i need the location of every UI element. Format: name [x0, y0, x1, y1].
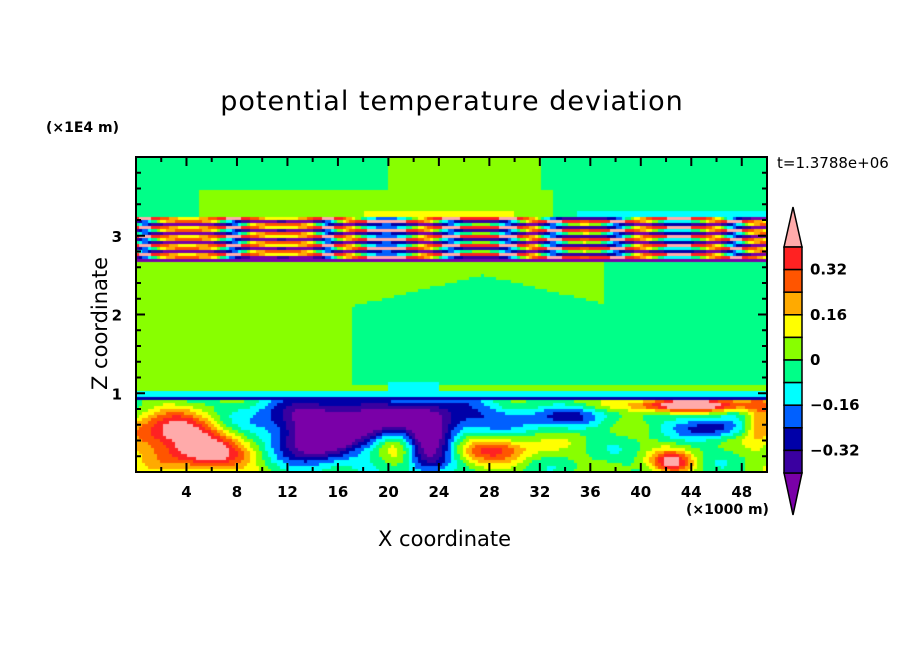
x-tick-label: 8: [232, 483, 242, 501]
colorbar-box: [783, 359, 803, 384]
colorbar-label: −0.32: [810, 441, 860, 459]
colorbar-box: [783, 381, 803, 406]
x-tick-label: 28: [479, 483, 500, 501]
time-label: t=1.3788e+06: [777, 154, 889, 172]
plot-frame: [135, 156, 768, 473]
colorbar-extend-min: [783, 472, 803, 516]
x-axis-unit: (×1000 m): [686, 502, 769, 518]
y-tick-label: 1: [112, 385, 122, 403]
x-tick-label: 24: [428, 483, 449, 501]
colorbar-box: [783, 336, 803, 361]
colorbar-box: [783, 404, 803, 429]
colorbar-label: −0.16: [810, 396, 860, 414]
colorbar-box: [783, 268, 803, 293]
colorbar-box: [783, 314, 803, 339]
colorbar-box: [783, 246, 803, 271]
colorbar-label: 0.32: [810, 261, 847, 279]
colorbar-label: 0: [810, 351, 820, 369]
x-axis-label: X coordinate: [378, 527, 512, 551]
colorbar-box: [783, 291, 803, 316]
y-axis-unit: (×1E4 m): [46, 120, 120, 136]
y-tick-label: 2: [112, 307, 122, 325]
chart-title: potential temperature deviation: [220, 86, 684, 117]
x-tick-label: 32: [529, 483, 550, 501]
x-tick-label: 16: [327, 483, 348, 501]
colorbar-box: [783, 449, 803, 474]
x-tick-label: 44: [681, 483, 702, 501]
x-tick-label: 4: [181, 483, 191, 501]
y-tick-label: 3: [112, 228, 122, 246]
x-tick-label: 12: [277, 483, 298, 501]
x-tick-label: 20: [378, 483, 399, 501]
x-tick-label: 48: [731, 483, 752, 501]
x-tick-label: 40: [630, 483, 651, 501]
x-tick-label: 36: [580, 483, 601, 501]
contour-field: [136, 157, 767, 472]
colorbar-extend-max: [783, 206, 803, 248]
colorbar-label: 0.16: [810, 306, 847, 324]
colorbar-box: [783, 427, 803, 452]
